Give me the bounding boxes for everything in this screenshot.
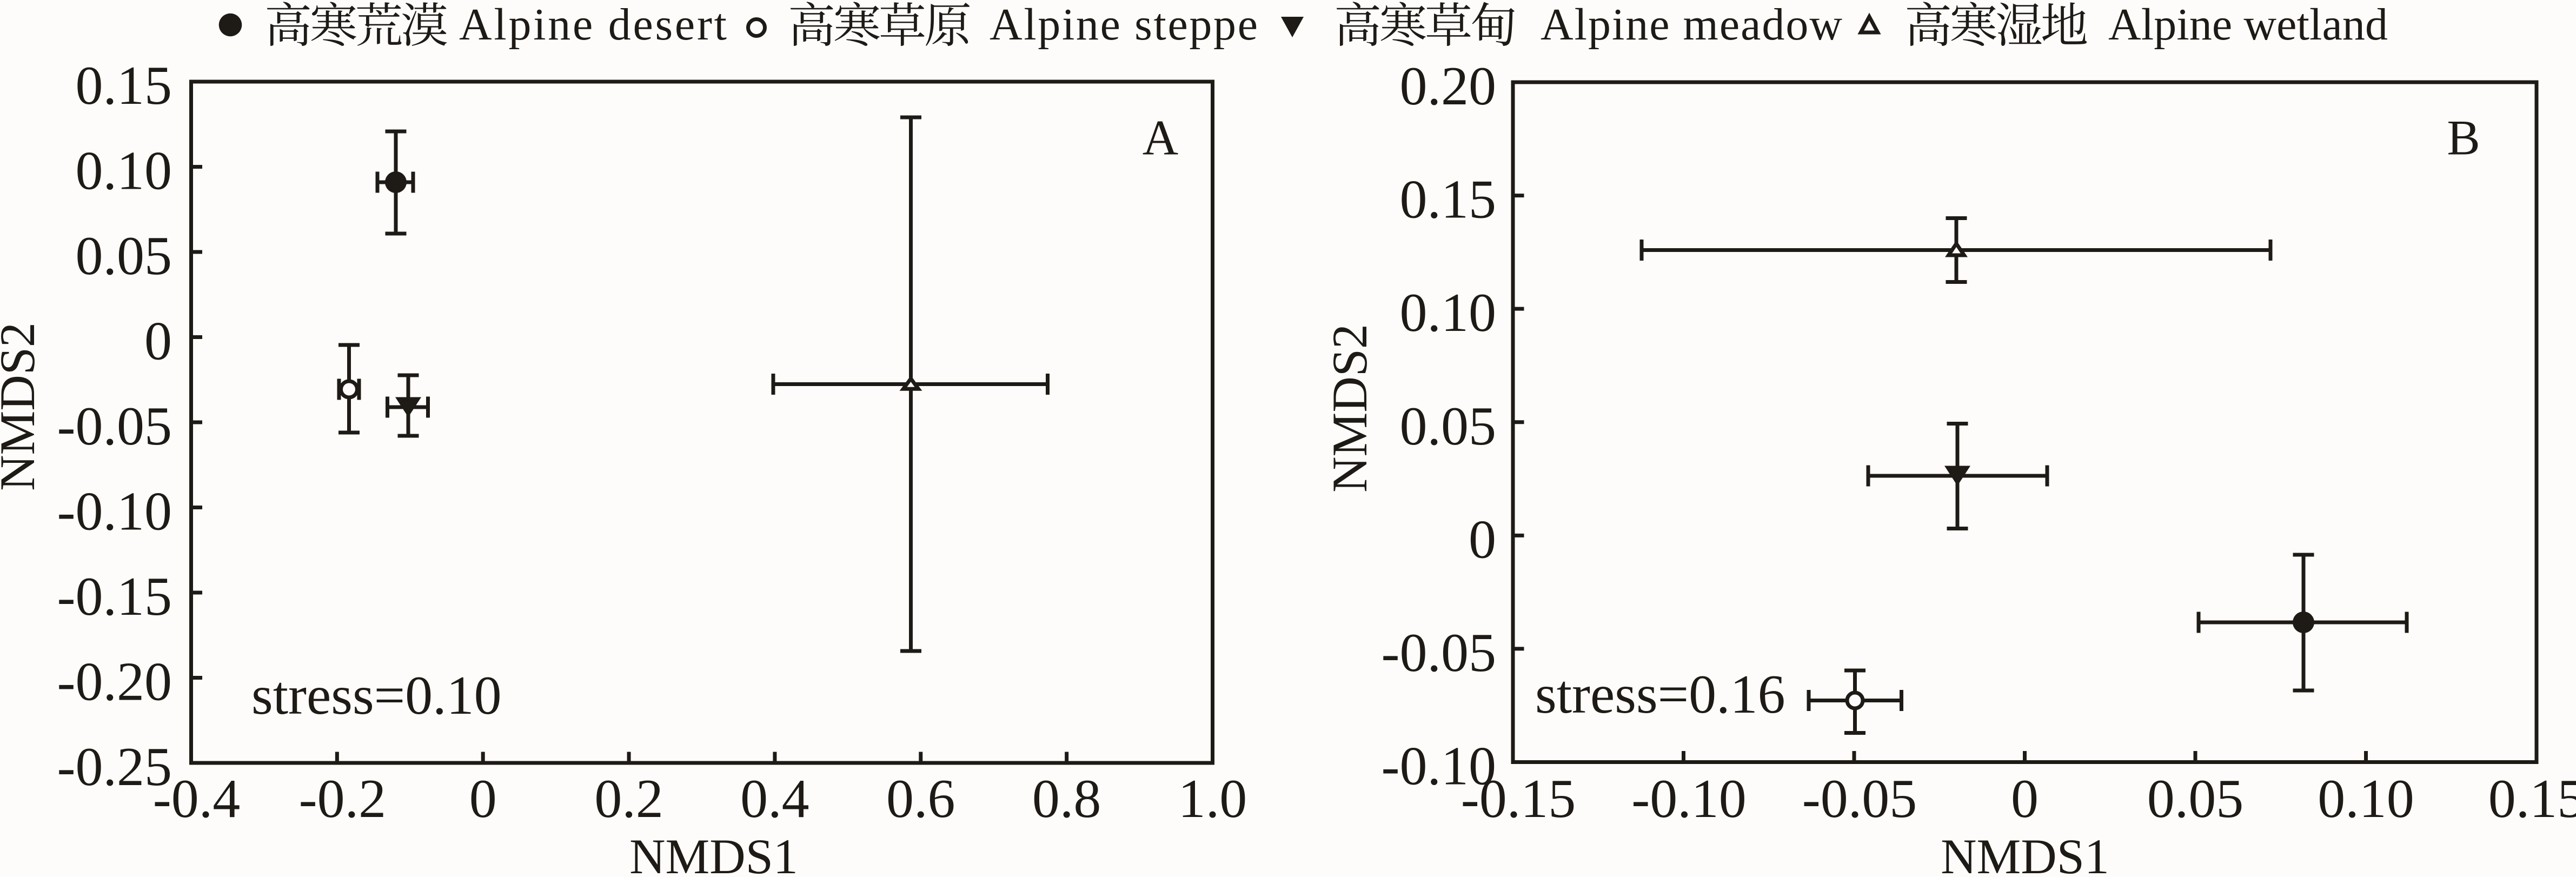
svg-text:-0.10: -0.10	[57, 481, 172, 542]
svg-text:0.15: 0.15	[76, 55, 172, 116]
svg-text:0.05: 0.05	[76, 225, 172, 287]
svg-text:0.15: 0.15	[2488, 768, 2576, 829]
svg-text:0.4: 0.4	[740, 768, 809, 829]
svg-text:-0.05: -0.05	[1382, 622, 1496, 683]
svg-text:NMDS1: NMDS1	[629, 829, 798, 874]
svg-text:0: 0	[1469, 509, 1496, 570]
svg-text:0.8: 0.8	[1032, 768, 1101, 829]
svg-text:NMDS2: NMDS2	[1322, 324, 1377, 493]
svg-text:-0.15: -0.15	[1461, 768, 1576, 829]
svg-text:-0.10: -0.10	[1382, 736, 1496, 797]
svg-text:0.10: 0.10	[76, 141, 172, 202]
svg-text:-0.05: -0.05	[1802, 768, 1917, 829]
svg-text:Alpine meadow: Alpine meadow	[1541, 0, 1842, 50]
svg-text:stress=0.10: stress=0.10	[251, 665, 502, 726]
svg-text:NMDS2: NMDS2	[0, 322, 45, 491]
svg-text:-0.25: -0.25	[57, 736, 172, 798]
svg-text:-0.10: -0.10	[1631, 768, 1746, 829]
svg-text:0.2: 0.2	[594, 768, 663, 829]
svg-text:0: 0	[2011, 768, 2039, 829]
svg-text:NMDS1: NMDS1	[1941, 829, 2109, 874]
svg-text:0.10: 0.10	[1400, 282, 1497, 343]
svg-text:-0.15: -0.15	[57, 566, 172, 627]
svg-text:Alpine steppe: Alpine steppe	[990, 0, 1258, 50]
svg-text:0.05: 0.05	[1400, 396, 1497, 457]
svg-text:Alpine wetland: Alpine wetland	[2108, 0, 2388, 50]
svg-text:0.05: 0.05	[2147, 768, 2244, 829]
svg-text:-0.05: -0.05	[57, 396, 172, 457]
svg-text:0.10: 0.10	[2318, 768, 2414, 829]
svg-text:0: 0	[469, 768, 497, 829]
svg-text:-0.2: -0.2	[299, 768, 386, 829]
svg-text:0.20: 0.20	[1400, 56, 1497, 117]
svg-text:0.15: 0.15	[1400, 169, 1497, 230]
svg-text:-0.20: -0.20	[57, 652, 172, 713]
svg-text:1.0: 1.0	[1178, 768, 1247, 829]
svg-text:stress=0.16: stress=0.16	[1535, 664, 1785, 725]
svg-text:0: 0	[144, 311, 172, 372]
svg-text:A: A	[1143, 110, 1178, 165]
svg-text:-0.4: -0.4	[153, 768, 240, 829]
svg-text:0.6: 0.6	[886, 768, 955, 829]
svg-text:B: B	[2447, 110, 2480, 165]
